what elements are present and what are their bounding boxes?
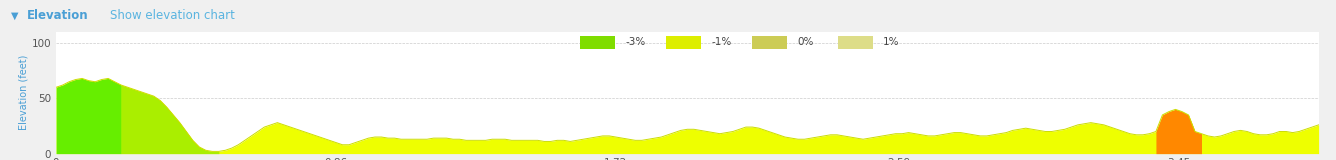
Text: 0%: 0%: [798, 37, 814, 47]
Text: Elevation: Elevation: [27, 9, 88, 22]
FancyBboxPatch shape: [838, 36, 872, 49]
Text: 1%: 1%: [883, 37, 899, 47]
FancyBboxPatch shape: [752, 36, 787, 49]
Text: -3%: -3%: [625, 37, 645, 47]
FancyBboxPatch shape: [665, 36, 701, 49]
Text: -1%: -1%: [711, 37, 732, 47]
Text: ▼: ▼: [11, 11, 19, 21]
FancyBboxPatch shape: [580, 36, 616, 49]
Text: Show elevation chart: Show elevation chart: [110, 9, 234, 22]
Y-axis label: Elevation (feet): Elevation (feet): [19, 55, 29, 131]
